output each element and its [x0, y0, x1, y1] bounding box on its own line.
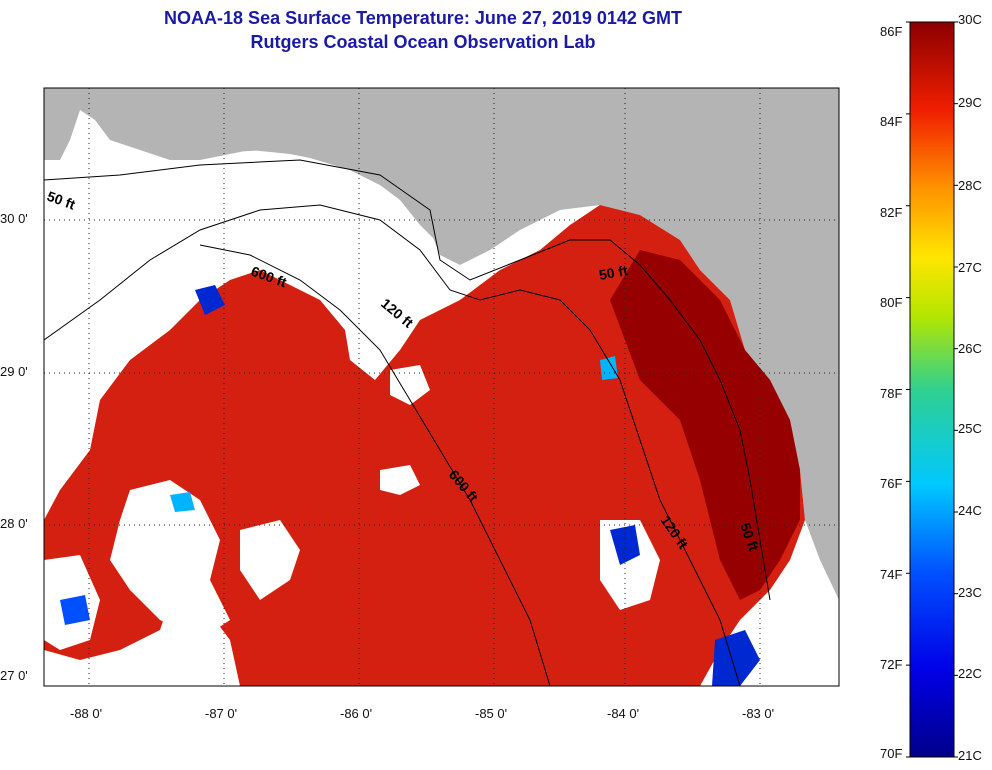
map-frame — [43, 87, 840, 687]
colorbar-f-label: 70F — [880, 746, 903, 761]
colorbar-c-label: 28C — [958, 178, 982, 193]
colorbar — [909, 21, 955, 758]
colorbar-f-label: 74F — [880, 567, 903, 582]
lon-label: -88 0' — [70, 706, 103, 721]
colorbar-c-label: 27C — [958, 260, 982, 275]
florida-land — [44, 88, 839, 560]
cold-patch — [195, 285, 225, 315]
lat-label: 29 0' — [0, 364, 28, 379]
map-plot-area: 50 ft 600 ft 120 ft 50 ft 600 ft 120 ft … — [44, 88, 839, 686]
lat-label: 27 0' — [0, 668, 28, 683]
cold-patch — [60, 595, 90, 625]
cold-patch — [610, 525, 640, 565]
lon-label: -83 0' — [742, 706, 775, 721]
lat-label: 28 0' — [0, 516, 28, 531]
cloud-patch — [110, 480, 230, 640]
colorbar-f-label: 84F — [880, 114, 903, 129]
chart-subtitle: Rutgers Coastal Ocean Observation Lab — [250, 32, 596, 52]
colorbar-f-label: 78F — [880, 386, 903, 401]
colorbar-c-label: 30C — [958, 12, 982, 27]
cloud-patch — [380, 465, 420, 495]
lat-label: 30 0' — [0, 211, 28, 226]
colorbar-c-label: 21C — [958, 748, 982, 763]
colorbar-c-label: 26C — [958, 341, 982, 356]
colorbar-c-label: 25C — [958, 421, 982, 436]
hot-water-region — [610, 250, 800, 600]
colorbar-ticks — [906, 21, 958, 758]
colorbar-f-label: 72F — [880, 657, 903, 672]
lon-label: -86 0' — [340, 706, 373, 721]
contour-line — [44, 204, 741, 686]
chart-title: NOAA-18 Sea Surface Temperature: June 27… — [164, 8, 682, 28]
cloud-patch — [240, 520, 300, 600]
cold-patch — [712, 630, 760, 686]
colorbar-f-label: 86F — [880, 24, 903, 39]
colorbar-c-label: 24C — [958, 503, 982, 518]
lon-label: -85 0' — [475, 706, 508, 721]
contour-label: 50 ft — [598, 262, 629, 283]
colorbar-f-label: 76F — [880, 476, 903, 491]
cloud-patch — [390, 365, 430, 405]
colorbar-c-label: 22C — [958, 666, 982, 681]
contour-line — [44, 159, 771, 601]
colorbar-c-label: 23C — [958, 585, 982, 600]
cold-patch — [600, 356, 618, 380]
colorbar-f-label: 80F — [880, 295, 903, 310]
cold-patch — [170, 492, 195, 512]
contour-line — [199, 244, 551, 686]
lon-label: -87 0' — [205, 706, 238, 721]
lon-label: -84 0' — [607, 706, 640, 721]
colorbar-f-label: 82F — [880, 205, 903, 220]
colorbar-c-label: 29C — [958, 95, 982, 110]
